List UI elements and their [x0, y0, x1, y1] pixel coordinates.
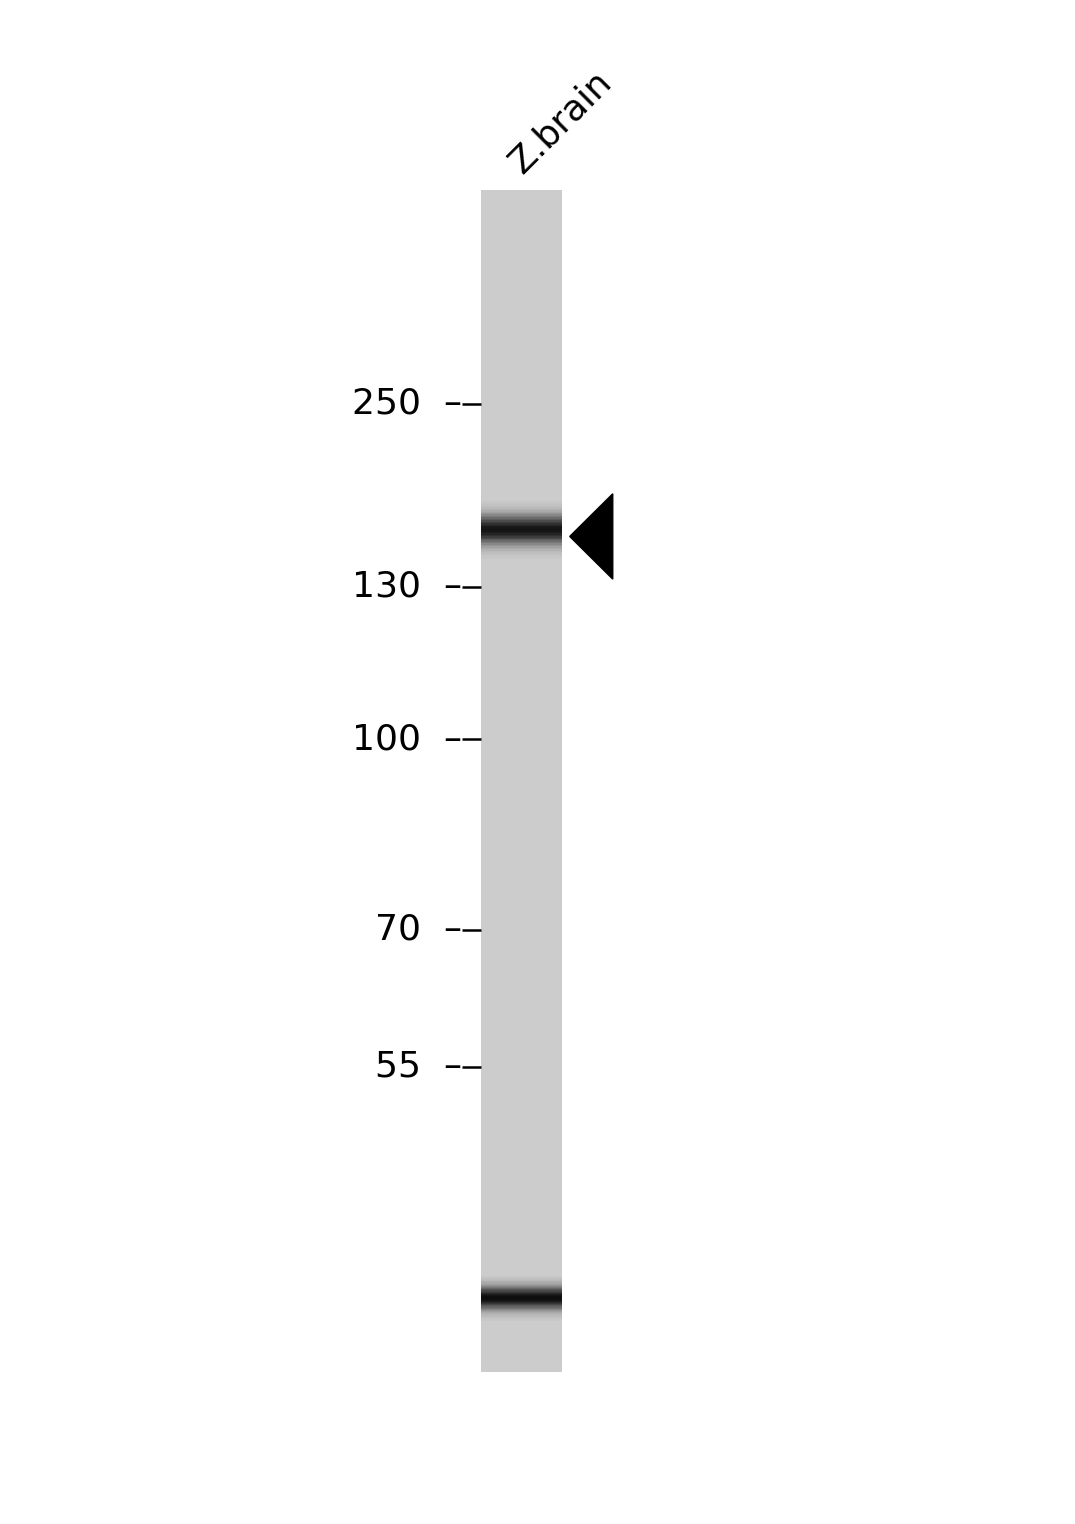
- Text: 130  –: 130 –: [353, 570, 462, 604]
- Text: 250  –: 250 –: [353, 387, 462, 421]
- Text: 100  –: 100 –: [353, 722, 462, 756]
- Text: 55  –: 55 –: [375, 1050, 462, 1084]
- Text: Z.brain: Z.brain: [503, 64, 618, 180]
- Bar: [482, 190, 562, 1372]
- Polygon shape: [570, 494, 613, 579]
- Text: 70  –: 70 –: [375, 913, 462, 946]
